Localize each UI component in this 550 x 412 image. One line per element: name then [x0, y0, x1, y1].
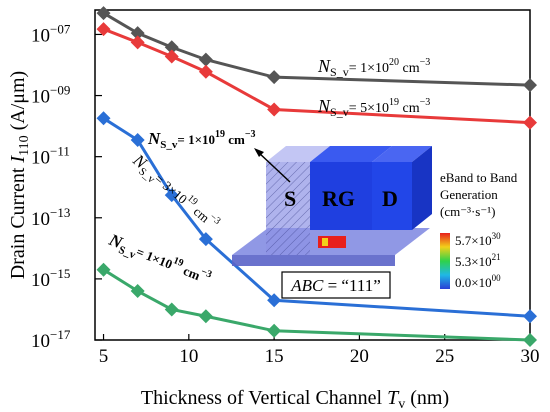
series-3-point	[267, 293, 282, 308]
inset-region-s: S	[284, 186, 296, 211]
annotation-series-3: NS_v= 3×1019 cm−3	[127, 150, 223, 235]
y-tick-label: 10−09	[31, 83, 70, 108]
x-tick-label: 20	[350, 346, 369, 367]
y-tick-label: 10−07	[31, 21, 71, 46]
series-line-2	[102, 27, 531, 125]
inset-rg-top	[310, 146, 392, 162]
inset-base-front	[232, 255, 395, 266]
colorbar-tick-max: 5.7×1030	[455, 231, 501, 248]
inset-rg-front	[310, 162, 372, 230]
series-2-point	[130, 35, 145, 50]
series-4-point	[130, 284, 145, 299]
x-tick-label: 5	[99, 346, 109, 367]
data-series	[96, 6, 537, 347]
x-axis-title: Thickness of Vertical Channel Tv (nm)	[141, 387, 449, 412]
annotation-inset-doping: NS_v= 1×1019 cm−3	[147, 129, 256, 151]
series-line-1	[102, 11, 531, 87]
y-tick-label: 10−13	[31, 205, 70, 230]
series-1-point	[198, 52, 213, 67]
series-line-4	[102, 268, 531, 342]
annotation-series-1: NS_v= 1×1020 cm−3	[317, 56, 430, 79]
x-axis-ticks: 5 10 15 20 25 30	[99, 334, 540, 367]
colorbar-title-line2: Generation	[440, 187, 498, 202]
abc-label-box	[281, 271, 391, 299]
series-line-3	[102, 117, 531, 318]
x-tick-label: 15	[265, 346, 284, 367]
x-tick-label: 30	[521, 346, 540, 367]
y-tick-label: 10−15	[31, 266, 70, 291]
series-2-point	[267, 102, 282, 117]
y-axis-title: Drain Current I110 (A/μm)	[7, 71, 32, 279]
series-2-point	[96, 22, 111, 37]
inset-d-front	[372, 162, 412, 230]
inset-arrow-head	[254, 148, 264, 157]
y-tick-label: 10−17	[31, 327, 71, 352]
series-1-point	[164, 40, 179, 55]
series-4-point	[96, 262, 111, 277]
abc-label: ABC = “111”	[290, 276, 381, 295]
series-2-point	[164, 49, 179, 64]
series-2-point	[523, 115, 537, 130]
series-3-point	[198, 232, 213, 247]
series-2-point	[198, 64, 213, 79]
colorbar-tick-min: 0.0×1000	[455, 273, 501, 290]
inset-source-top	[266, 146, 330, 162]
colorbar-title-line1: eBand to Band	[440, 170, 518, 185]
colorbar: eBand to Band Generation (cm⁻³·s⁻¹) 5.7×…	[440, 170, 518, 290]
series-4-point	[523, 333, 537, 347]
x-tick-label: 10	[179, 346, 198, 367]
series-3-point	[523, 309, 537, 324]
inset-generation-edge	[322, 238, 328, 246]
colorbar-tick-mid: 5.3×1021	[455, 252, 501, 269]
series-3-point	[130, 133, 145, 148]
series-4-point	[164, 302, 179, 317]
series-4-point	[198, 309, 213, 324]
device-inset: S RG D ABC = “111”	[232, 146, 432, 299]
y-axis-ticks: 10−07 10−09 10−11 10−13 10−15 10−17	[31, 21, 102, 352]
annotation-series-2: NS_v= 5×1019 cm−3	[317, 96, 430, 119]
series-1-point	[130, 26, 145, 41]
series-1-point	[96, 6, 111, 21]
inset-arrow	[257, 151, 291, 183]
x-tick-label: 25	[435, 346, 454, 367]
inset-region-d: D	[382, 186, 398, 211]
series-3-point	[164, 188, 179, 203]
series-1-point	[267, 70, 282, 85]
inset-region-rg: RG	[322, 186, 355, 211]
colorbar-title-line3: (cm⁻³·s⁻¹)	[440, 204, 495, 219]
inset-d-side	[412, 146, 432, 230]
series-3-point	[96, 111, 111, 126]
series-4-point	[267, 323, 282, 338]
plot-frame	[94, 9, 531, 341]
series-1-point	[523, 78, 537, 93]
inset-source-hatch	[266, 162, 310, 255]
y-tick-label: 10−11	[31, 144, 70, 169]
colorbar-gradient	[440, 233, 450, 289]
